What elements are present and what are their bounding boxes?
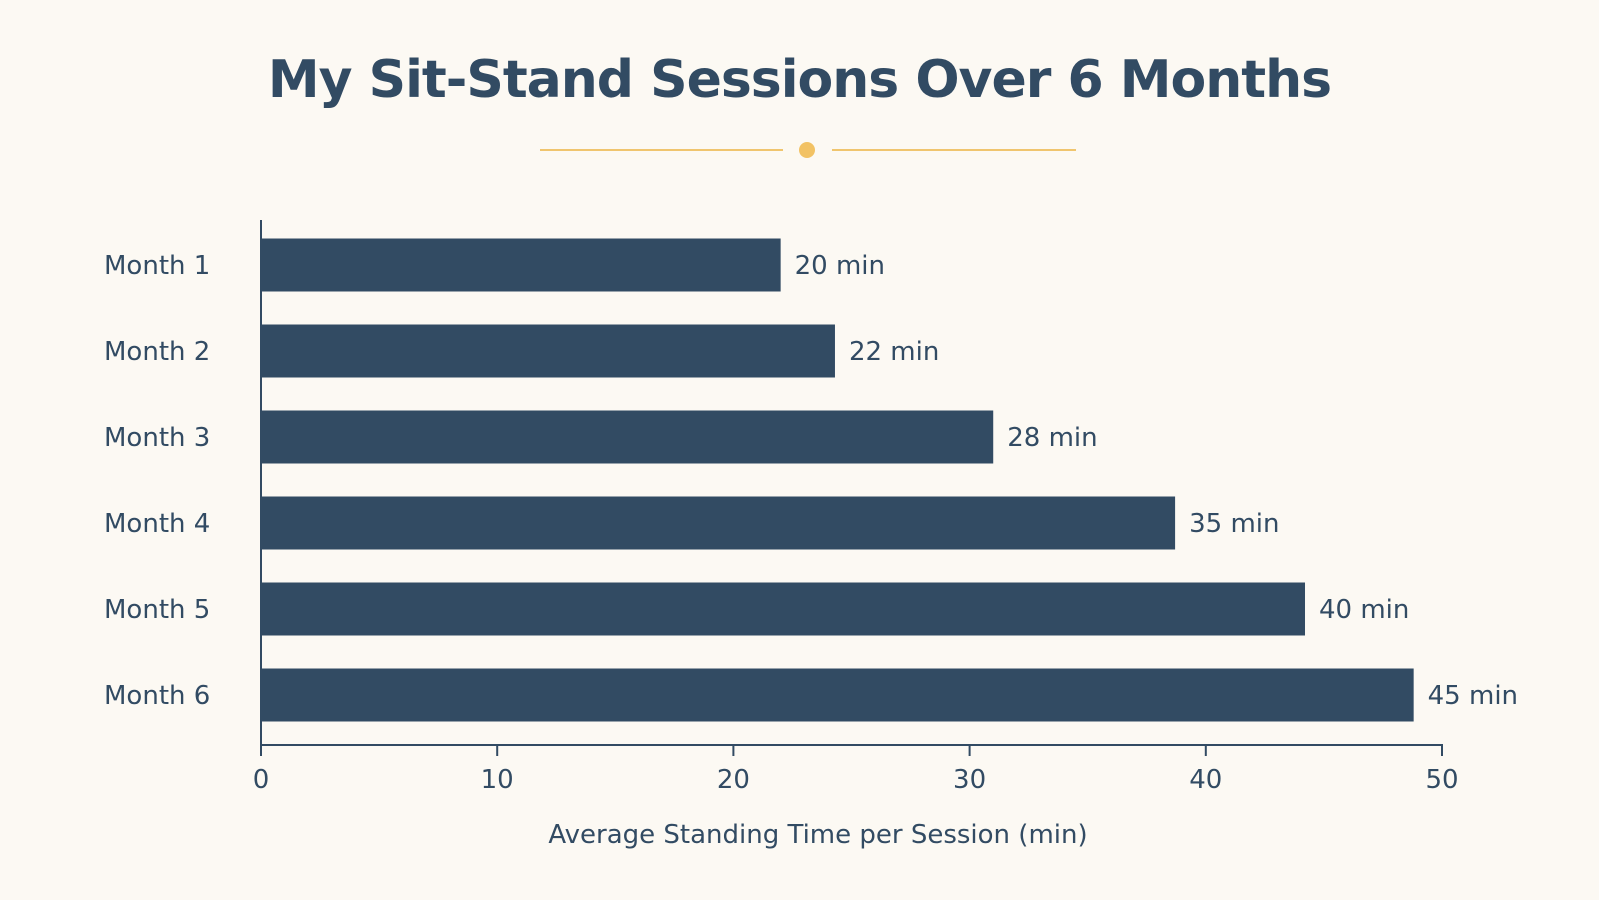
x-tick-label: 0 <box>253 765 270 795</box>
axes-group: 0 10 20 30 40 50 <box>253 220 1459 795</box>
value-label: 20 min <box>795 251 885 281</box>
x-tick-label: 30 <box>953 765 986 795</box>
bar-5 <box>261 582 1306 636</box>
value-label: 40 min <box>1319 595 1409 625</box>
chart-title: My Sit-Stand Sessions Over 6 Months <box>267 50 1332 110</box>
divider-dot <box>799 142 815 158</box>
value-labels: 20 min 22 min 28 min 35 min 40 min 45 min <box>795 251 1518 711</box>
category-label: Month 4 <box>104 509 210 539</box>
bar-1 <box>261 238 781 292</box>
value-label: 35 min <box>1189 509 1279 539</box>
value-label: 45 min <box>1428 681 1518 711</box>
bars-group <box>261 238 1414 722</box>
x-axis-label: Average Standing Time per Session (min) <box>548 820 1087 850</box>
bar-2 <box>261 324 835 378</box>
category-label: Month 3 <box>104 423 210 453</box>
x-tick-label: 50 <box>1425 765 1458 795</box>
divider-line-left <box>540 149 783 151</box>
value-label: 28 min <box>1007 423 1097 453</box>
category-label: Month 5 <box>104 595 210 625</box>
category-label: Month 2 <box>104 337 210 367</box>
category-labels: Month 1 Month 2 Month 3 Month 4 Month 5 Month… <box>104 251 210 711</box>
x-tick-label: 10 <box>481 765 514 795</box>
value-label: 22 min <box>849 337 939 367</box>
x-tick-label: 40 <box>1189 765 1222 795</box>
bar-6 <box>261 668 1414 722</box>
divider-line-right <box>832 149 1076 151</box>
category-label: Month 1 <box>104 251 210 281</box>
x-tick-label: 20 <box>717 765 750 795</box>
category-label: Month 6 <box>104 681 210 711</box>
bar-3 <box>261 410 994 464</box>
title-divider <box>540 142 1076 158</box>
bar-4 <box>261 496 1176 550</box>
